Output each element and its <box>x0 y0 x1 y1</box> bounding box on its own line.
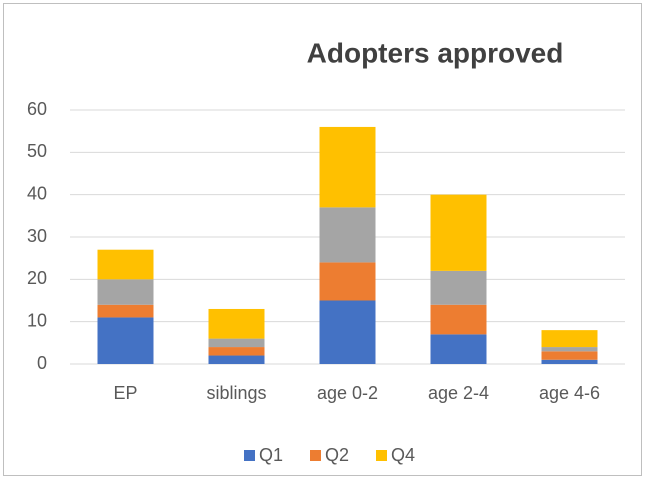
bar-segment <box>319 262 376 301</box>
bar-segment <box>97 304 154 318</box>
bar-segment <box>97 317 154 364</box>
chart-title: Adopters approved <box>307 37 564 68</box>
bar-segment <box>208 355 265 364</box>
bar-segment <box>430 334 487 364</box>
bar-segment <box>319 207 376 263</box>
legend-label: Q1 <box>259 445 283 465</box>
bar-segment <box>541 347 598 352</box>
bar-segment <box>430 194 487 271</box>
y-tick-label: 50 <box>27 141 47 161</box>
bar-segment <box>208 347 265 356</box>
bar-segment <box>319 126 376 208</box>
legend-swatch <box>244 450 255 461</box>
y-tick-label: 60 <box>27 99 47 119</box>
legend-swatch <box>376 450 387 461</box>
x-tick-label: siblings <box>206 383 266 403</box>
y-tick-label: 20 <box>27 268 47 288</box>
bar-segment <box>541 330 598 348</box>
legend-label: Q2 <box>325 445 349 465</box>
x-tick-label: age 4-6 <box>539 383 600 403</box>
bar-segment <box>319 300 376 364</box>
x-tick-label: EP <box>113 383 137 403</box>
x-tick-label: age 2-4 <box>428 383 489 403</box>
legend-swatch <box>310 450 321 461</box>
y-tick-label: 40 <box>27 183 47 203</box>
bar-segment <box>97 249 154 280</box>
y-tick-label: 10 <box>27 310 47 330</box>
bar-segment <box>208 308 265 339</box>
bar-segment <box>541 351 598 360</box>
legend-label: Q4 <box>391 445 415 465</box>
bar-segment <box>430 304 487 335</box>
bar-segment <box>430 270 487 305</box>
bar-segment <box>97 279 154 305</box>
y-tick-label: 30 <box>27 226 47 246</box>
bar-segment <box>541 359 598 364</box>
y-tick-label: 0 <box>37 353 47 373</box>
bar-segment <box>208 338 265 348</box>
x-tick-label: age 0-2 <box>317 383 378 403</box>
